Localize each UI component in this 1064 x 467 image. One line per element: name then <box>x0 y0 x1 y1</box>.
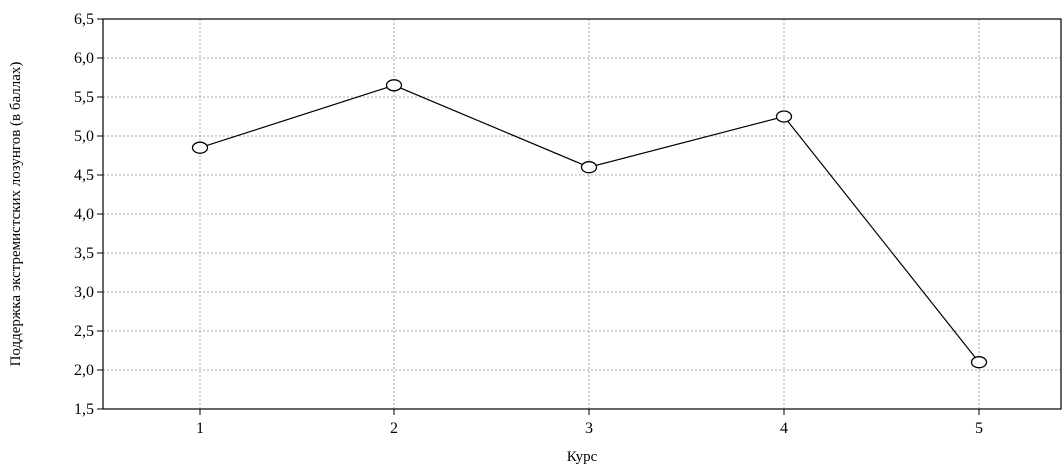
x-tick-label: 1 <box>196 420 204 437</box>
data-point <box>970 356 988 369</box>
series <box>191 79 988 369</box>
y-tick-label: 6,5 <box>74 11 94 28</box>
y-tick-label: 1,5 <box>74 401 94 418</box>
x-axis-ticks: 1 2 3 4 5 <box>196 409 983 437</box>
data-point <box>191 141 209 154</box>
plot-frame <box>102 18 1062 410</box>
x-tick-label: 4 <box>780 420 788 437</box>
data-point <box>775 110 793 123</box>
grid <box>103 19 1061 409</box>
x-axis-title: Курс <box>567 449 598 465</box>
y-tick-label: 5,5 <box>74 89 94 106</box>
y-tick-label: 3,5 <box>74 245 94 262</box>
x-tick-label: 3 <box>585 420 593 437</box>
data-point <box>580 161 598 174</box>
y-tick-label: 2,5 <box>74 323 94 340</box>
y-tick-label: 2,0 <box>74 362 94 379</box>
y-tick-label: 4,0 <box>74 206 94 223</box>
y-tick-label: 6,0 <box>74 50 94 67</box>
y-tick-label: 5,0 <box>74 128 94 145</box>
y-axis-title: Поддержка экстремистских лозунгов (в бал… <box>8 62 24 367</box>
x-tick-label: 2 <box>390 420 398 437</box>
y-tick-label: 3,0 <box>74 284 94 301</box>
y-axis-ticks: 1,5 2,0 2,5 3,0 3,5 4,0 4,5 5,0 5,5 6,0 6,5 <box>74 11 103 418</box>
y-tick-label: 4,5 <box>74 167 94 184</box>
x-tick-label: 5 <box>975 420 983 437</box>
data-point <box>385 79 403 92</box>
